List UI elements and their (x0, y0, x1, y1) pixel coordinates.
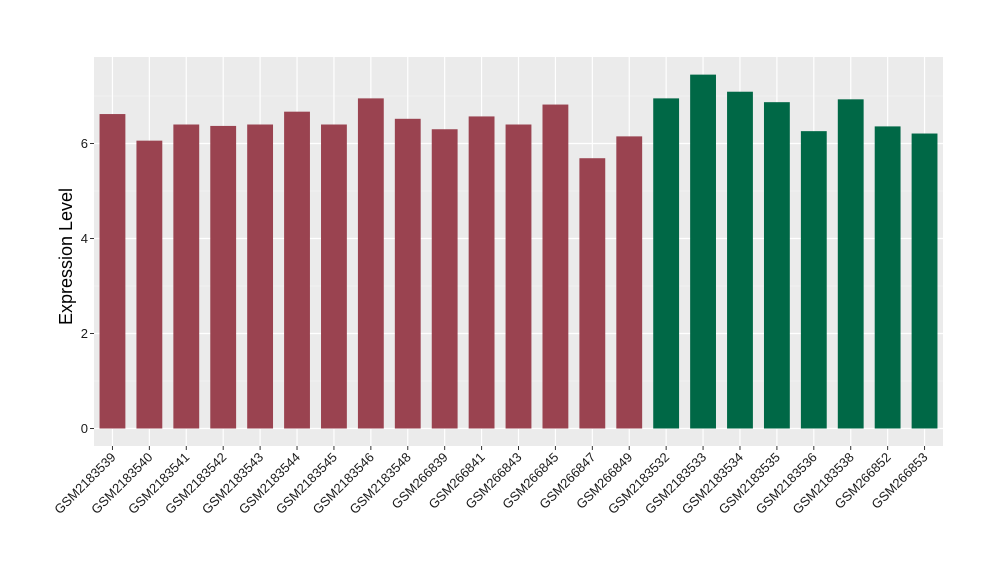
bar-GSM266839 (431, 129, 458, 429)
bar-GSM266841 (468, 116, 495, 429)
y-axis: 0 2 4 6 (81, 136, 94, 436)
y-tick-label: 6 (81, 136, 88, 151)
bar-GSM2183533 (690, 74, 716, 429)
y-tick-label: 0 (81, 421, 88, 436)
bar-GSM2183544 (284, 111, 310, 429)
bar-GSM2183539 (99, 114, 126, 429)
bar-GSM2183545 (321, 124, 347, 429)
y-axis-title: Expression Level (56, 188, 76, 325)
bars (99, 74, 938, 429)
bar-GSM266845 (542, 104, 569, 429)
bar-GSM2183535 (763, 102, 790, 429)
bar-GSM266847 (579, 158, 606, 429)
x-axis: GSM2183539GSM2183540GSM2183541GSM2183542… (51, 446, 931, 517)
bar-GSM266852 (874, 126, 901, 429)
bar-GSM2183536 (800, 131, 827, 429)
bar-GSM2183542 (210, 125, 237, 429)
bar-GSM266853 (911, 133, 938, 429)
bar-GSM2183546 (357, 98, 384, 429)
bar-GSM2183543 (247, 124, 274, 429)
bar-GSM2183534 (727, 91, 753, 429)
y-tick-label: 2 (81, 326, 88, 341)
bar-GSM2183548 (394, 118, 421, 429)
bar-GSM2183532 (653, 98, 680, 429)
bar-GSM266849 (616, 136, 643, 429)
bar-GSM2183541 (173, 124, 200, 429)
y-tick-label: 4 (81, 231, 88, 246)
bar-GSM2183538 (837, 99, 864, 429)
bar-GSM2183540 (136, 140, 163, 429)
bar-GSM266843 (505, 124, 532, 429)
